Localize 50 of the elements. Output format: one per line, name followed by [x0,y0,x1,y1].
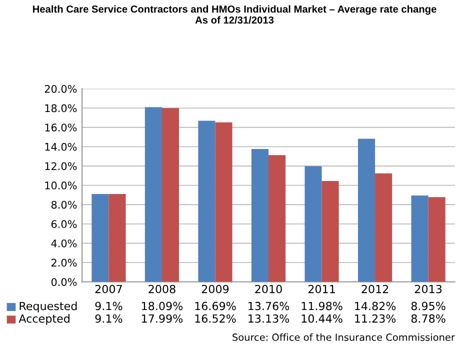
y-tick-label: 6.0% [51,220,77,228]
legend-label: Requested [20,302,77,312]
data-label: 9.1% [95,302,122,310]
data-label: 11.23% [355,314,396,323]
data-label: 10.44% [302,314,342,323]
x-tick-label: 2013 [414,284,442,294]
data-label: 8.78% [411,314,446,323]
y-tick-label: 18.0% [45,104,77,112]
bar [411,195,428,282]
y-tick-label: 12.0% [45,162,77,170]
bar [304,166,322,282]
bar [428,197,446,282]
bar [108,194,126,282]
y-tick-label: 4.0% [51,239,77,248]
bar [322,181,339,282]
bar [92,194,109,282]
data-label: 11.98% [302,302,342,310]
bar [215,122,232,282]
y-tick-label: 0.0% [51,278,77,286]
x-tick-label: 2008 [148,284,176,294]
y-tick-label: 16.0% [45,124,77,132]
bar [162,108,180,282]
y-tick-label: 2.0% [52,258,77,267]
y-tick-label: 10.0% [45,182,77,190]
bar [268,155,286,282]
x-tick-label: 2007 [95,284,122,294]
source-note: Source: Office of the Insurance Commissioner [232,333,455,341]
data-label: 13.76% [248,302,290,310]
x-tick-label: 2011 [308,284,335,294]
data-label: 16.52% [195,314,236,323]
data-label: 14.82% [355,302,396,310]
x-tick-label: 2009 [202,284,229,294]
data-label: 13.13% [248,314,290,323]
x-tick-label: 2010 [255,284,282,294]
y-tick-label: 8.0% [51,200,77,209]
bar [358,138,376,282]
data-label: 17.99% [142,314,183,323]
data-label: 9.1% [95,314,122,323]
x-tick-label: 2012 [362,284,388,294]
data-label: 8.95% [411,302,446,310]
chart-title: Health Care Service Contractors and HMOs Individual Market – Average rate change As of 12/31/2013 [33,5,436,24]
y-tick-label: 20.0% [44,84,77,93]
y-tick-label: 14.0% [45,142,77,151]
data-label: 18.09% [142,302,183,310]
bar [251,149,269,282]
bar [375,173,392,282]
bar [198,120,216,282]
legend-label: Accepted [18,314,70,325]
bar [144,107,162,282]
data-label: 16.69% [195,302,236,310]
